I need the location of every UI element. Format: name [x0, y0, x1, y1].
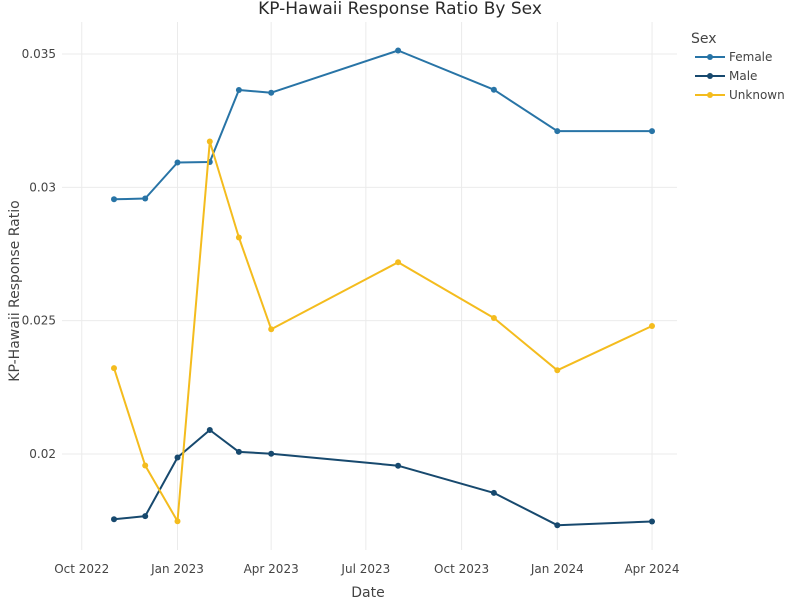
legend-marker-unknown — [707, 92, 713, 98]
series-line-female — [113, 49, 653, 201]
x-tick-label: Apr 2024 — [624, 562, 679, 576]
data-point-male[interactable] — [554, 522, 561, 529]
data-point-male[interactable] — [206, 427, 213, 433]
x-axis-title: Date — [351, 585, 384, 600]
legend-item-male[interactable]: Male — [695, 69, 757, 83]
y-tick-label: 0.025 — [22, 314, 56, 328]
x-tick-label: Jan 2024 — [530, 562, 584, 576]
x-tick-label: Apr 2023 — [244, 562, 299, 576]
data-point-male[interactable] — [174, 454, 181, 461]
x-tick-label: Jul 2023 — [340, 562, 390, 576]
data-point-male[interactable] — [649, 518, 655, 525]
data-point-unknown[interactable] — [174, 518, 181, 525]
data-point-female[interactable] — [649, 128, 655, 135]
legend-marker-female — [707, 54, 713, 60]
legend-label-female: Female — [729, 50, 772, 64]
y-tick-label: 0.02 — [29, 447, 56, 461]
y-axis-title: KP-Hawaii Response Ratio — [7, 200, 23, 381]
series-unknown — [111, 138, 655, 525]
data-point-female[interactable] — [554, 128, 561, 135]
legend-title: Sex — [691, 31, 717, 47]
data-point-female[interactable] — [395, 47, 402, 54]
legend-label-unknown: Unknown — [729, 88, 785, 102]
data-point-male[interactable] — [490, 489, 497, 496]
series-line-unknown — [113, 140, 653, 523]
data-point-unknown[interactable] — [111, 365, 117, 372]
data-point-unknown[interactable] — [142, 462, 149, 469]
data-point-unknown[interactable] — [235, 234, 242, 241]
data-point-female[interactable] — [235, 87, 242, 93]
data-point-female[interactable] — [174, 159, 181, 166]
x-tick-label: Jan 2023 — [150, 562, 204, 576]
y-tick-label: 0.03 — [29, 180, 56, 194]
data-point-male[interactable] — [395, 462, 402, 469]
data-point-unknown[interactable] — [206, 138, 213, 145]
legend[interactable]: Sex Female Male Unknown — [691, 31, 785, 102]
data-point-female[interactable] — [142, 195, 149, 202]
data-point-male[interactable] — [235, 448, 242, 455]
data-point-male[interactable] — [111, 516, 117, 523]
series-layer — [111, 47, 655, 529]
data-point-female[interactable] — [268, 89, 275, 96]
x-tick-label: Oct 2023 — [434, 562, 489, 576]
data-point-male[interactable] — [142, 513, 149, 520]
series-female — [111, 47, 655, 203]
data-point-unknown[interactable] — [490, 315, 497, 321]
axis-layer: Oct 2022 Jan 2023 Apr 2023 Jul 2023 Oct 2023… — [22, 47, 680, 576]
y-tick-label: 0.035 — [22, 47, 56, 61]
x-tick-label: Oct 2022 — [54, 562, 109, 576]
data-point-female[interactable] — [111, 196, 117, 203]
legend-label-male: Male — [729, 69, 757, 83]
series-male — [111, 427, 655, 529]
grid-layer — [62, 22, 677, 550]
data-point-unknown[interactable] — [395, 259, 402, 266]
legend-marker-male — [707, 73, 713, 79]
data-point-unknown[interactable] — [268, 326, 275, 333]
series-line-male — [113, 429, 653, 527]
data-point-female[interactable] — [490, 86, 497, 93]
chart-title: KP-Hawaii Response Ratio By Sex — [258, 0, 542, 19]
data-point-male[interactable] — [268, 450, 275, 457]
data-point-unknown[interactable] — [554, 367, 561, 374]
data-point-unknown[interactable] — [649, 323, 655, 329]
legend-item-female[interactable]: Female — [695, 50, 772, 64]
legend-item-unknown[interactable]: Unknown — [695, 88, 785, 102]
